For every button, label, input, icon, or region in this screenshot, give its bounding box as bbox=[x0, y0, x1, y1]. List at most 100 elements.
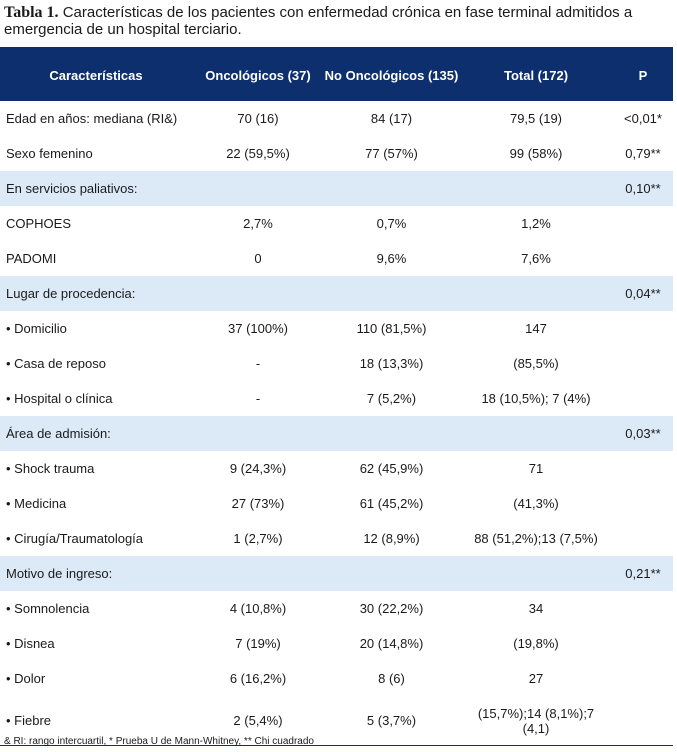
cell-no-oncologicos: 61 (45,2%) bbox=[359, 496, 424, 511]
cell-p-value bbox=[613, 661, 673, 696]
cell-no-oncologicos: 5 (3,7%) bbox=[324, 696, 459, 746]
caption-text: Características de los pacientes con enf… bbox=[4, 4, 633, 38]
cell-characteristic: • Casa de reposo bbox=[6, 356, 106, 371]
cell-total bbox=[459, 416, 613, 451]
table-row: COPHOES 2,7% 0,7% 1,2% bbox=[0, 206, 673, 241]
cell-oncologicos bbox=[192, 171, 324, 206]
cell-no-oncologicos bbox=[324, 416, 459, 451]
cell-p-value bbox=[613, 591, 673, 626]
cell-total: (19,8%) bbox=[513, 636, 559, 651]
cell-p-value bbox=[613, 626, 673, 661]
cell-oncologicos: 9 (24,3%) bbox=[229, 461, 287, 476]
table-row: • Disnea 7 (19%) 20 (14,8%) (19,8%) bbox=[0, 626, 673, 661]
table-section-row: Área de admisión: 0,03** bbox=[0, 416, 673, 451]
cell-p-value bbox=[613, 241, 673, 276]
cell-characteristic: En servicios paliativos: bbox=[0, 171, 192, 206]
cell-no-oncologicos: 18 (13,3%) bbox=[359, 356, 424, 371]
cell-no-oncologicos: 20 (14,8%) bbox=[359, 636, 424, 651]
cell-total: 27 bbox=[528, 671, 544, 686]
cell-oncologicos: 70 (16) bbox=[237, 111, 279, 126]
cell-total: 1,2% bbox=[521, 216, 551, 231]
table-header-row: Características Oncológicos (37) No Onco… bbox=[0, 49, 673, 101]
cell-characteristic: • Cirugía/Traumatología bbox=[6, 531, 144, 546]
header-caracteristicas: Características bbox=[0, 49, 192, 101]
cell-no-oncologicos bbox=[324, 556, 459, 591]
cell-characteristic: COPHOES bbox=[6, 216, 72, 231]
cell-p-value: 0,21** bbox=[613, 556, 673, 591]
cell-total: (41,3%) bbox=[513, 496, 559, 511]
header-no-oncologicos: No Oncológicos (135) bbox=[324, 49, 459, 101]
cell-p-value: 0,10** bbox=[613, 171, 673, 206]
cell-no-oncologicos bbox=[324, 276, 459, 311]
table-row: • Medicina 27 (73%) 61 (45,2%) (41,3%) bbox=[0, 486, 673, 521]
cell-total bbox=[459, 556, 613, 591]
cell-oncologicos: 2,7% bbox=[243, 216, 273, 231]
cell-total bbox=[459, 171, 613, 206]
cell-characteristic: Motivo de ingreso: bbox=[0, 556, 192, 591]
cell-no-oncologicos: 0,7% bbox=[376, 216, 407, 231]
cell-no-oncologicos: 110 (81,5%) bbox=[356, 321, 427, 336]
table-row: • Shock trauma 9 (24,3%) 62 (45,9%) 71 bbox=[0, 451, 673, 486]
cell-characteristic: PADOMI bbox=[6, 251, 57, 266]
cell-oncologicos: 27 (73%) bbox=[231, 496, 285, 511]
cell-p-value: 0,03** bbox=[613, 416, 673, 451]
cell-oncologicos: 4 (10,8%) bbox=[229, 601, 287, 616]
cell-no-oncologicos: 62 (45,9%) bbox=[359, 461, 424, 476]
cell-characteristic: Edad en años: mediana (RI&) bbox=[6, 111, 178, 126]
cell-total: 99 (58%) bbox=[509, 146, 563, 161]
header-oncologicos: Oncológicos (37) bbox=[192, 49, 324, 101]
cell-total: 7,6% bbox=[521, 251, 551, 266]
cell-no-oncologicos: 8 (6) bbox=[378, 671, 405, 686]
table-caption: Tabla 1. Características de los paciente… bbox=[4, 4, 672, 38]
cell-oncologicos bbox=[192, 556, 324, 591]
cell-total: 71 bbox=[528, 461, 544, 476]
cell-oncologicos: - bbox=[255, 356, 261, 371]
cell-oncologicos: 6 (16,2%) bbox=[229, 671, 287, 686]
cell-oncologicos: 1 (2,7%) bbox=[233, 531, 283, 546]
cell-characteristic: • Somnolencia bbox=[6, 601, 90, 616]
cell-p-value: <0,01* bbox=[624, 111, 662, 126]
table-section-row: Motivo de ingreso: 0,21** bbox=[0, 556, 673, 591]
cell-no-oncologicos: 84 (17) bbox=[370, 111, 413, 126]
characteristics-table: Características Oncológicos (37) No Onco… bbox=[0, 49, 673, 746]
cell-oncologicos: 2 (5,4%) bbox=[192, 696, 324, 746]
cell-characteristic: • Medicina bbox=[6, 496, 67, 511]
table-row: • Cirugía/Traumatología 1 (2,7%) 12 (8,9%)… bbox=[0, 521, 673, 556]
cell-p-value bbox=[613, 486, 673, 521]
cell-total: 79,5 (19) bbox=[509, 111, 563, 126]
cell-p-value bbox=[613, 451, 673, 486]
cell-characteristic: • Dolor bbox=[6, 671, 46, 686]
cell-oncologicos: 0 bbox=[254, 251, 262, 266]
caption-label: Tabla 1. bbox=[4, 4, 59, 21]
table-row: • Hospital o clínica - 7 (5,2%) 18 (10,5%);… bbox=[0, 381, 673, 416]
table-row: • Casa de reposo - 18 (13,3%) (85,5%) bbox=[0, 346, 673, 381]
cell-no-oncologicos: 30 (22,2%) bbox=[359, 601, 424, 616]
cell-characteristic: • Shock trauma bbox=[6, 461, 95, 476]
cell-total: 88 (51,2%);13 (7,5%) bbox=[474, 531, 598, 546]
cell-p-value: 0,04** bbox=[613, 276, 673, 311]
cell-p-value bbox=[613, 206, 673, 241]
table-row: Edad en años: mediana (RI&) 70 (16) 84 (17… bbox=[0, 101, 673, 136]
cell-no-oncologicos: 12 (8,9%) bbox=[363, 531, 420, 546]
cell-characteristic: • Fiebre bbox=[0, 696, 192, 746]
cell-characteristic: Área de admisión: bbox=[0, 416, 192, 451]
cell-total: 34 bbox=[528, 601, 544, 616]
cell-total: (15,7%);14 (8,1%);7 (4,1) bbox=[459, 696, 613, 746]
cell-no-oncologicos: 9,6% bbox=[376, 251, 407, 266]
cell-oncologicos bbox=[192, 416, 324, 451]
table-section-row: En servicios paliativos: 0,10** bbox=[0, 171, 673, 206]
cell-oncologicos: - bbox=[255, 391, 261, 406]
cell-oncologicos bbox=[192, 276, 324, 311]
cell-characteristic: Lugar de procedencia: bbox=[0, 276, 192, 311]
table-row: PADOMI 0 9,6% 7,6% bbox=[0, 241, 673, 276]
characteristics-table-container: Características Oncológicos (37) No Onco… bbox=[0, 47, 673, 746]
cell-total: 147 bbox=[525, 321, 547, 336]
cell-characteristic: • Hospital o clínica bbox=[6, 391, 113, 406]
cell-p-value bbox=[613, 311, 673, 346]
cell-oncologicos: 22 (59,5%) bbox=[226, 146, 290, 161]
table-body: Edad en años: mediana (RI&) 70 (16) 84 (17… bbox=[0, 101, 673, 746]
cell-p-value bbox=[613, 696, 673, 746]
cell-characteristic: Sexo femenino bbox=[6, 146, 93, 161]
cell-total bbox=[459, 276, 613, 311]
cell-p-value bbox=[613, 381, 673, 416]
